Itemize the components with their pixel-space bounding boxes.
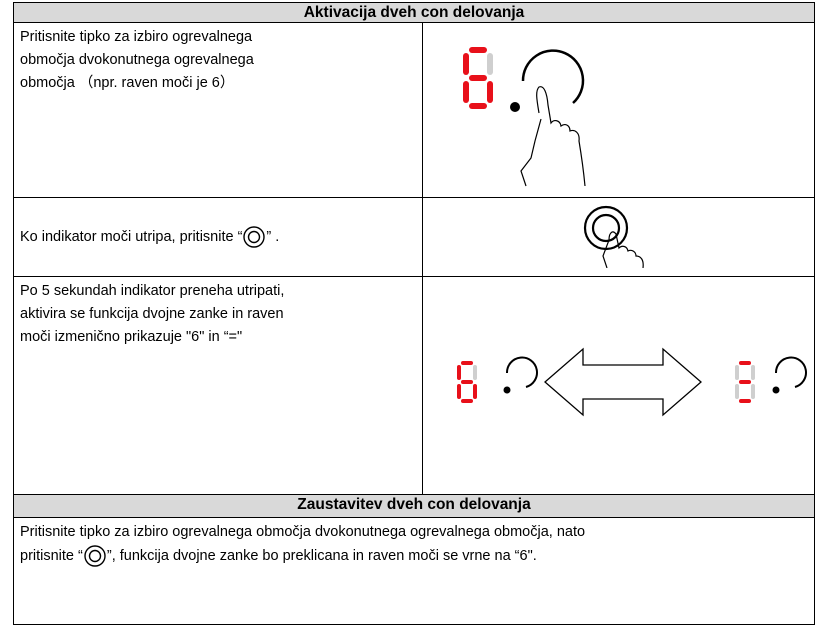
display-segment xyxy=(473,384,477,399)
instruction-cell: Po 5 sekundah indikator preneha utripati… xyxy=(13,276,423,495)
display-segment xyxy=(735,365,739,380)
instruction-cell: Pritisnite tipko za izbiro ogrevalnega o… xyxy=(13,517,815,625)
display-segment xyxy=(751,365,755,380)
illustration-cell xyxy=(422,276,815,495)
display-segment xyxy=(461,361,473,365)
double-arrow xyxy=(544,347,702,417)
display-segment xyxy=(469,47,487,53)
text-line: območja dvokonutnega ogrevalnega xyxy=(20,52,254,68)
zone-dot xyxy=(510,102,520,112)
text-line: Pritisnite tipko za izbiro ogrevalnega xyxy=(20,29,253,45)
illustration xyxy=(457,347,807,417)
text-line: moči izmenično prikazuje "6" in “=" xyxy=(20,329,243,345)
zone-arc xyxy=(505,356,538,388)
display-segment xyxy=(487,81,493,103)
section-title: Zaustavitev dveh con delovanja xyxy=(13,494,815,518)
display-segment xyxy=(473,365,477,380)
text-line: Po 5 sekundah indikator preneha utripati… xyxy=(20,283,285,299)
illustration xyxy=(583,205,644,269)
text-line: pritisnite “ ”, funkcija dvojne zanke bo … xyxy=(20,544,808,568)
illustration-cell xyxy=(422,197,815,277)
illustration xyxy=(463,47,586,187)
zone-dot xyxy=(503,386,511,394)
display-segment xyxy=(751,384,755,399)
instruction-cell: Pritisnite tipko za izbiro ogrevalnega o… xyxy=(13,22,423,198)
power-icon-outer xyxy=(583,205,629,251)
display-segment xyxy=(463,81,469,103)
display-segment xyxy=(739,399,751,403)
display-segment xyxy=(463,53,469,75)
zone-arc xyxy=(774,356,807,388)
text-line: aktivira se funkcija dvojne zanke in rav… xyxy=(20,306,284,322)
text: Ko indikator moči utripa, pritisnite “ xyxy=(20,228,243,245)
zone-arc xyxy=(521,49,585,104)
instruction-cell: Ko indikator moči utripa, pritisnite “ ” … xyxy=(13,197,423,277)
zone-dot xyxy=(772,386,780,394)
illustration-cell xyxy=(422,22,815,198)
text: pritisnite “ xyxy=(20,547,83,564)
text-line: območja （npr. raven moči je 6） xyxy=(20,75,235,91)
display-segment xyxy=(457,365,461,380)
instruction-table: Aktivacija dveh con delovanja Pritisnite… xyxy=(13,2,815,625)
display-segment xyxy=(739,380,751,384)
text: ” . xyxy=(266,228,280,245)
hand xyxy=(520,86,586,187)
display-segment xyxy=(461,399,473,403)
text-line: Pritisnite tipko za izbiro ogrevalnega o… xyxy=(20,524,586,540)
display-segment xyxy=(739,361,751,365)
display-segment xyxy=(469,103,487,109)
power-icon xyxy=(243,226,266,248)
section-title: Aktivacija dveh con delovanja xyxy=(13,2,815,23)
page: Aktivacija dveh con delovanja Pritisnite… xyxy=(13,2,815,625)
power-icon xyxy=(84,545,106,567)
display-segment xyxy=(487,53,493,75)
display-segment xyxy=(461,380,473,384)
display-segment xyxy=(735,384,739,399)
display-segment xyxy=(469,75,487,81)
hand xyxy=(602,231,644,269)
power-icon-inner xyxy=(591,213,621,243)
display-segment xyxy=(457,384,461,399)
text: ”, funkcija dvojne zanke bo preklicana i… xyxy=(106,547,537,564)
